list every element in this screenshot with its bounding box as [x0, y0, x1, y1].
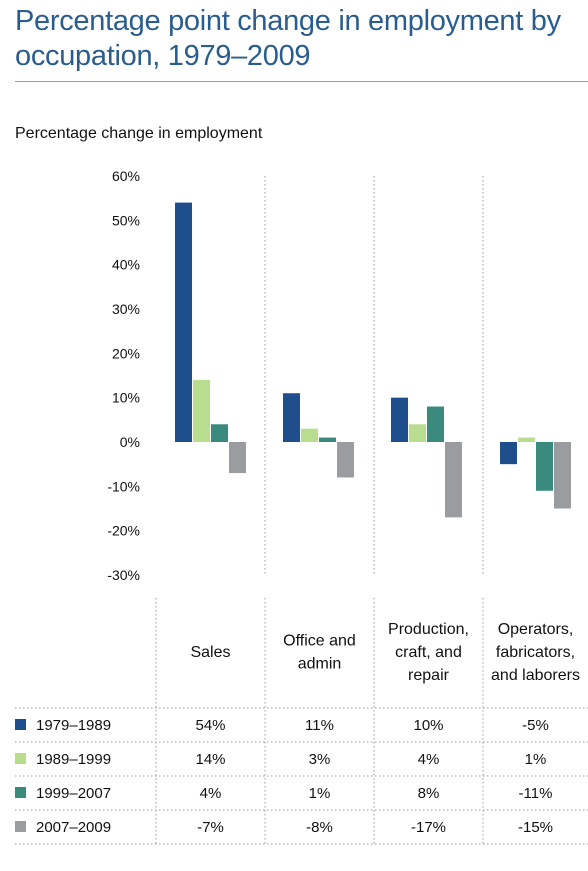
legend-swatch [15, 719, 26, 730]
data-label: 10% [413, 717, 443, 734]
bar [319, 437, 336, 442]
y-tick-label: -10% [107, 478, 140, 494]
data-label: -15% [518, 819, 553, 836]
bar [536, 442, 553, 491]
category-label: and laborers [491, 667, 580, 684]
bar [193, 379, 210, 442]
title-divider [15, 81, 588, 82]
bar [283, 393, 300, 442]
y-tick-label: 40% [112, 257, 140, 273]
bar [229, 442, 246, 474]
category-label: Sales [190, 644, 230, 661]
bar [301, 428, 318, 442]
y-tick-label: 60% [112, 168, 140, 184]
data-label: -7% [197, 819, 224, 836]
y-tick-label: 50% [112, 212, 140, 228]
bars [175, 202, 571, 518]
legend-label: 1979–1989 [36, 717, 111, 734]
y-tick-label: 10% [112, 390, 140, 406]
bar [445, 442, 462, 518]
legend-label: 2007–2009 [36, 819, 111, 836]
bar [500, 442, 517, 465]
bar [427, 406, 444, 442]
data-label: 4% [200, 785, 222, 802]
legend-label: 1999–2007 [36, 785, 111, 802]
data-label: -11% [519, 785, 553, 802]
category-labels: Sales Office and admin Production, craft, an… [190, 621, 579, 684]
category-label: craft, and [395, 644, 462, 661]
legend-swatch [15, 821, 26, 832]
y-tick-labels: 60% 50% 40% 30% 20% 10% 0% -10% -20% -30% [107, 168, 140, 583]
bar [391, 397, 408, 442]
data-label: 8% [418, 785, 440, 802]
bar [409, 424, 426, 442]
y-tick-label: -30% [107, 567, 140, 583]
data-label: -17% [411, 819, 446, 836]
data-label: 11% [305, 717, 334, 734]
column-dividers [155, 176, 484, 845]
category-label: admin [298, 656, 342, 673]
category-label: repair [408, 667, 450, 684]
y-tick-label: 20% [112, 345, 140, 361]
data-label: 1% [525, 751, 547, 768]
data-label: 54% [195, 717, 225, 734]
bar [554, 442, 571, 509]
bar [518, 437, 535, 442]
legend-label: 1989–1999 [36, 751, 111, 768]
page-title: Percentage point change in employment by… [15, 5, 561, 72]
y-axis-label: Percentage change in employment [15, 125, 263, 142]
data-label: 1% [309, 785, 331, 802]
category-label: Office and [283, 633, 356, 650]
y-tick-label: 30% [112, 301, 140, 317]
legend-swatch [15, 787, 26, 798]
category-label: fabricators, [496, 644, 575, 661]
data-label: 3% [309, 751, 331, 768]
y-tick-label: 0% [120, 434, 140, 450]
data-label: 14% [195, 751, 225, 768]
data-label: -5% [522, 717, 549, 734]
bar [211, 424, 228, 442]
category-label: Production, [388, 621, 469, 638]
data-table: 1979–1989 54% 11% 10% -5% 1989–1999 14% 3% 4% 1% 1… [15, 707, 588, 845]
legend-swatch [15, 753, 26, 764]
bar [175, 202, 192, 442]
data-label: 4% [418, 751, 440, 768]
category-label: Operators, [498, 621, 574, 638]
data-label: -8% [306, 819, 333, 836]
y-tick-label: -20% [107, 523, 140, 539]
bar [337, 442, 354, 478]
